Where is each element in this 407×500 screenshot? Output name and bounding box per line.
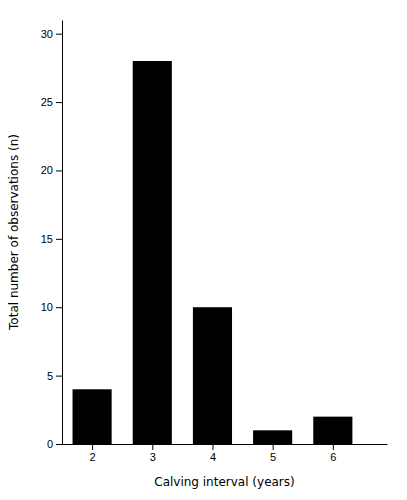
tick: 20 xyxy=(41,164,62,176)
tick-mark xyxy=(273,444,274,450)
bar xyxy=(73,389,112,444)
tick-label: 10 xyxy=(41,301,53,313)
bar xyxy=(193,307,232,444)
tick-mark xyxy=(92,444,93,450)
tick-label: 15 xyxy=(41,233,53,245)
tick: 0 xyxy=(47,438,62,450)
x-axis-label: Calving interval (years) xyxy=(154,475,295,489)
chart: 2 3 4 5 6 0 5 10 15 20 25 30 Calving interval (years… xyxy=(0,0,407,500)
tick-label: 2 xyxy=(90,451,96,463)
tick-mark xyxy=(56,376,62,377)
bar xyxy=(313,417,352,444)
axis-line xyxy=(62,21,63,445)
tick-label: 30 xyxy=(41,28,53,40)
tick: 2 xyxy=(90,444,96,463)
tick: 5 xyxy=(270,444,276,463)
x-axis: 2 3 4 5 6 xyxy=(63,444,388,463)
y-axis-label: Total number of observations (n) xyxy=(7,134,21,331)
tick-label: 5 xyxy=(270,451,276,463)
y-axis: 0 5 10 15 20 25 30 xyxy=(41,21,63,451)
tick: 3 xyxy=(150,444,156,463)
tick: 15 xyxy=(41,233,62,245)
tick-mark xyxy=(56,307,62,308)
tick-mark xyxy=(212,444,213,450)
tick-label: 0 xyxy=(47,438,53,450)
tick-label: 6 xyxy=(330,451,336,463)
bar xyxy=(253,430,292,444)
tick: 6 xyxy=(330,444,336,463)
tick: 25 xyxy=(41,96,62,108)
tick-mark xyxy=(56,34,62,35)
tick-mark xyxy=(152,444,153,450)
tick: 4 xyxy=(210,444,216,463)
axis-line xyxy=(63,444,388,445)
tick-label: 25 xyxy=(41,96,53,108)
tick-mark xyxy=(333,444,334,450)
tick: 10 xyxy=(41,301,62,313)
tick: 30 xyxy=(41,28,62,40)
tick-mark xyxy=(56,444,62,445)
tick-mark xyxy=(56,239,62,240)
tick-mark xyxy=(56,102,62,103)
plot: 2 3 4 5 6 0 5 10 15 20 25 30 xyxy=(41,21,388,463)
tick-label: 4 xyxy=(210,451,216,463)
tick-label: 5 xyxy=(47,370,53,382)
tick: 5 xyxy=(47,370,62,382)
bars xyxy=(73,61,353,444)
bar xyxy=(133,61,172,444)
tick-label: 20 xyxy=(41,164,53,176)
tick-mark xyxy=(56,170,62,171)
tick-label: 3 xyxy=(150,451,156,463)
